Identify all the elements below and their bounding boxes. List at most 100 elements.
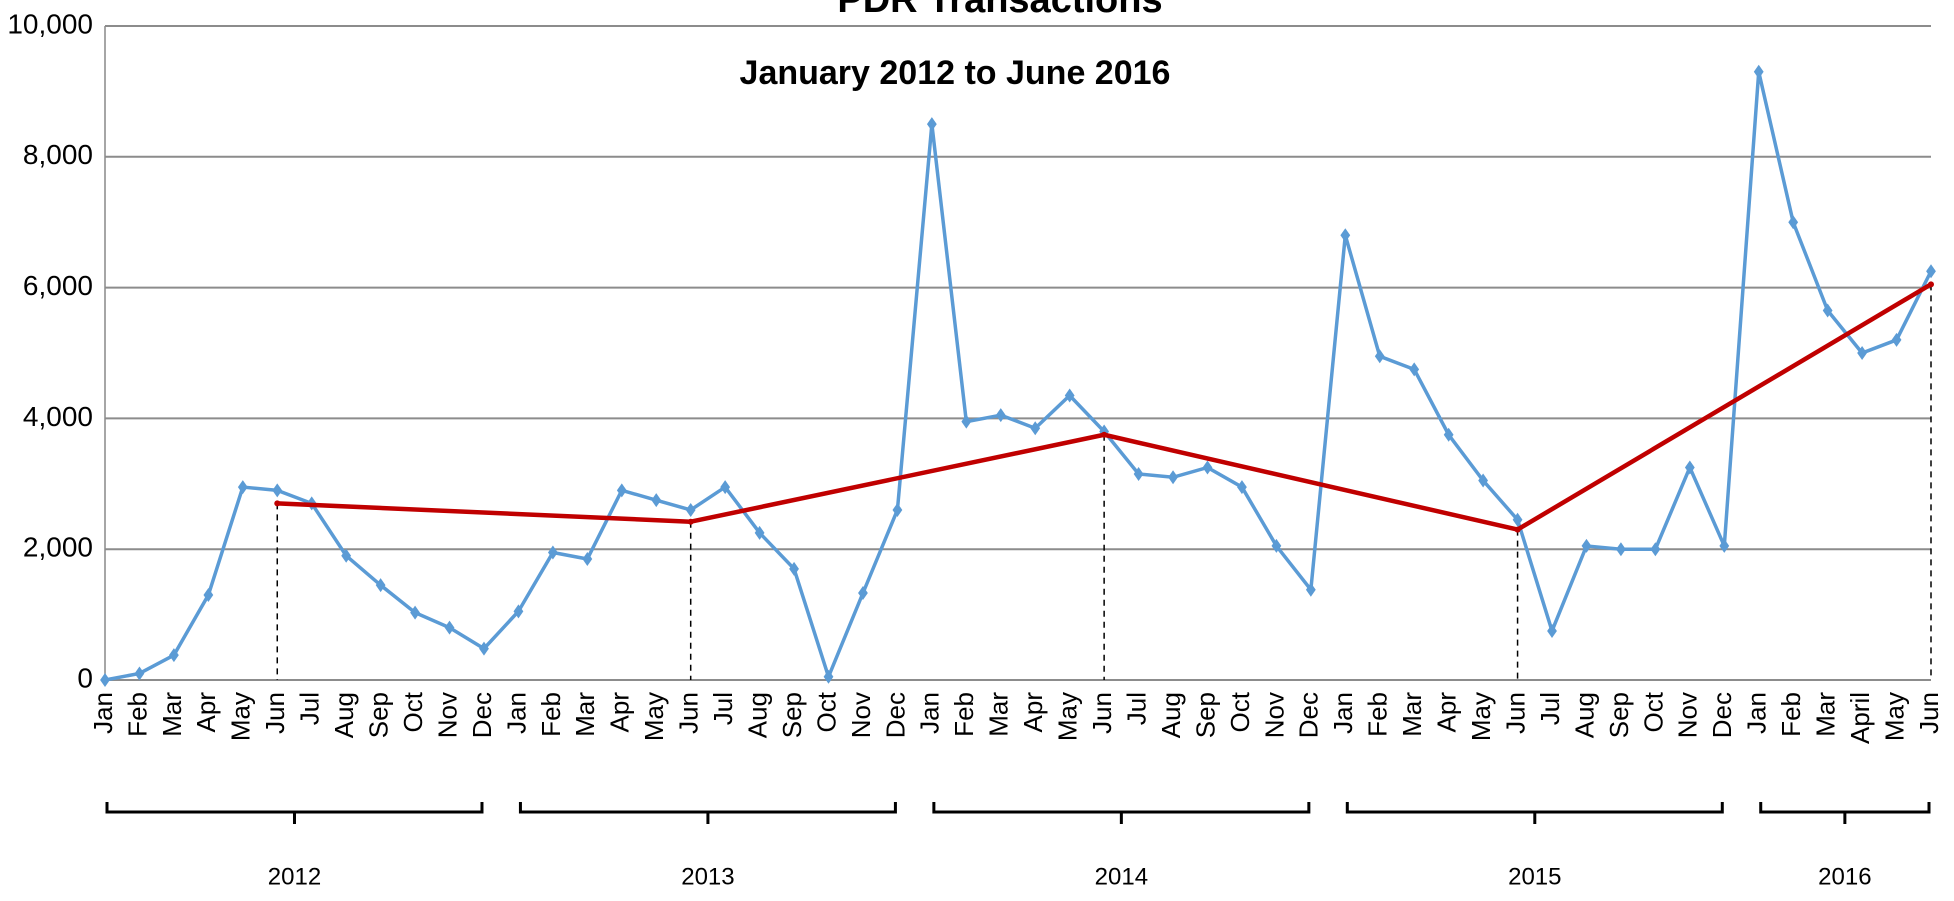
data-point — [134, 666, 145, 681]
year-label: 2012 — [268, 863, 321, 890]
data-point — [1271, 538, 1282, 553]
data-point — [616, 483, 627, 498]
data-point — [1822, 303, 1833, 318]
data-point — [1512, 512, 1523, 527]
year-label: 2014 — [1095, 863, 1148, 890]
x-tick-label: Apr — [605, 692, 635, 733]
x-tick-label: Jan — [915, 692, 945, 734]
data-point — [892, 502, 903, 517]
data-point — [1064, 388, 1075, 403]
data-point — [926, 117, 937, 132]
x-tick-label: Nov — [1673, 692, 1703, 738]
x-tick-label: Nov — [432, 692, 462, 738]
data-point — [272, 483, 283, 498]
x-tick-label: Dec — [1707, 692, 1737, 738]
data-point — [789, 561, 799, 576]
year-bracket — [518, 802, 897, 824]
data-point — [685, 502, 696, 517]
x-tick-label: Jun — [1087, 692, 1117, 734]
data-point — [1133, 466, 1144, 481]
x-tick-label: Feb — [1776, 692, 1806, 737]
x-tick-label: Apr — [1432, 692, 1462, 733]
data-point — [1616, 542, 1626, 557]
data-point — [651, 493, 662, 508]
y-tick-label: 6,000 — [23, 270, 93, 301]
year-bracket — [1759, 802, 1931, 824]
x-tick-label: Feb — [536, 692, 566, 737]
data-point — [1719, 538, 1730, 553]
data-point — [858, 586, 868, 601]
x-tick-label: Mar — [570, 692, 600, 737]
data-point — [1753, 64, 1764, 79]
data-point — [1374, 349, 1385, 364]
trend-segment — [277, 501, 691, 524]
data-point — [1030, 421, 1041, 436]
data-point — [1857, 346, 1867, 360]
x-tick-label: Jun — [1500, 692, 1530, 734]
data-point — [1478, 473, 1489, 488]
x-tick-label: May — [1879, 692, 1909, 741]
x-tick-label: Jan — [501, 692, 531, 734]
x-tick-label: Mar — [1811, 692, 1841, 737]
x-tick-label: Jul — [295, 692, 325, 725]
x-tick-label: Dec — [467, 692, 497, 738]
data-point — [513, 604, 524, 619]
x-tick-label: May — [639, 692, 669, 741]
data-point — [1168, 470, 1178, 485]
x-tick-label: May — [1053, 692, 1083, 741]
year-bracket — [105, 802, 484, 824]
x-tick-label: Jun — [674, 692, 704, 734]
data-point — [203, 587, 214, 602]
x-tick-label: Jan — [1742, 692, 1772, 734]
data-point — [410, 605, 420, 620]
x-tick-label: Aug — [329, 692, 359, 738]
x-tick-label: Mar — [1397, 692, 1427, 737]
x-tick-label: Sep — [1604, 692, 1634, 738]
data-point — [1891, 332, 1902, 347]
data-point — [961, 414, 972, 429]
x-tick-label: May — [226, 692, 256, 741]
trend-segment — [1516, 282, 1933, 532]
data-point — [1650, 542, 1661, 557]
data-point — [547, 545, 558, 560]
year-label: 2013 — [681, 863, 734, 890]
year-label: 2015 — [1508, 863, 1561, 890]
x-tick-label: Dec — [880, 692, 910, 738]
x-tick-label: Sep — [1190, 692, 1220, 738]
chart-title: PDR Transactions — [837, 0, 1162, 21]
y-tick-label: 10,000 — [7, 8, 93, 39]
data-point — [1581, 538, 1592, 553]
data-point — [341, 548, 352, 563]
x-tick-label: Jul — [708, 692, 738, 725]
data-point — [444, 620, 455, 635]
data-point — [720, 480, 731, 495]
x-tick-label: Sep — [363, 692, 393, 738]
x-tick-label: Oct — [1225, 691, 1255, 732]
y-tick-label: 2,000 — [23, 532, 93, 563]
x-tick-label: Aug — [742, 692, 772, 738]
data-point — [1202, 460, 1213, 475]
data-point — [375, 578, 386, 593]
data-point — [1237, 480, 1247, 495]
x-tick-label: Aug — [1156, 692, 1186, 738]
y-tick-label: 0 — [77, 662, 93, 693]
x-tick-label: Jun — [260, 692, 290, 734]
x-tick-label: Dec — [1294, 692, 1324, 738]
trend-segment — [1103, 432, 1519, 532]
trend-point — [1928, 281, 1934, 288]
y-tick-label: 4,000 — [23, 401, 93, 432]
data-point — [1547, 623, 1557, 638]
data-point — [479, 641, 489, 656]
year-bracket — [1345, 802, 1724, 824]
chart-subtitle: January 2012 to June 2016 — [740, 54, 1171, 92]
data-point — [100, 673, 110, 687]
x-tick-label: Mar — [157, 692, 187, 737]
x-tick-label: Jan — [1328, 692, 1358, 734]
data-line — [104, 71, 1933, 682]
x-tick-label: Oct — [398, 691, 428, 732]
x-tick-label: Mar — [984, 692, 1014, 737]
x-tick-label: Nov — [846, 692, 876, 738]
y-tick-label: 8,000 — [23, 139, 93, 170]
trend-segment — [690, 432, 1105, 524]
data-point — [1409, 362, 1420, 377]
